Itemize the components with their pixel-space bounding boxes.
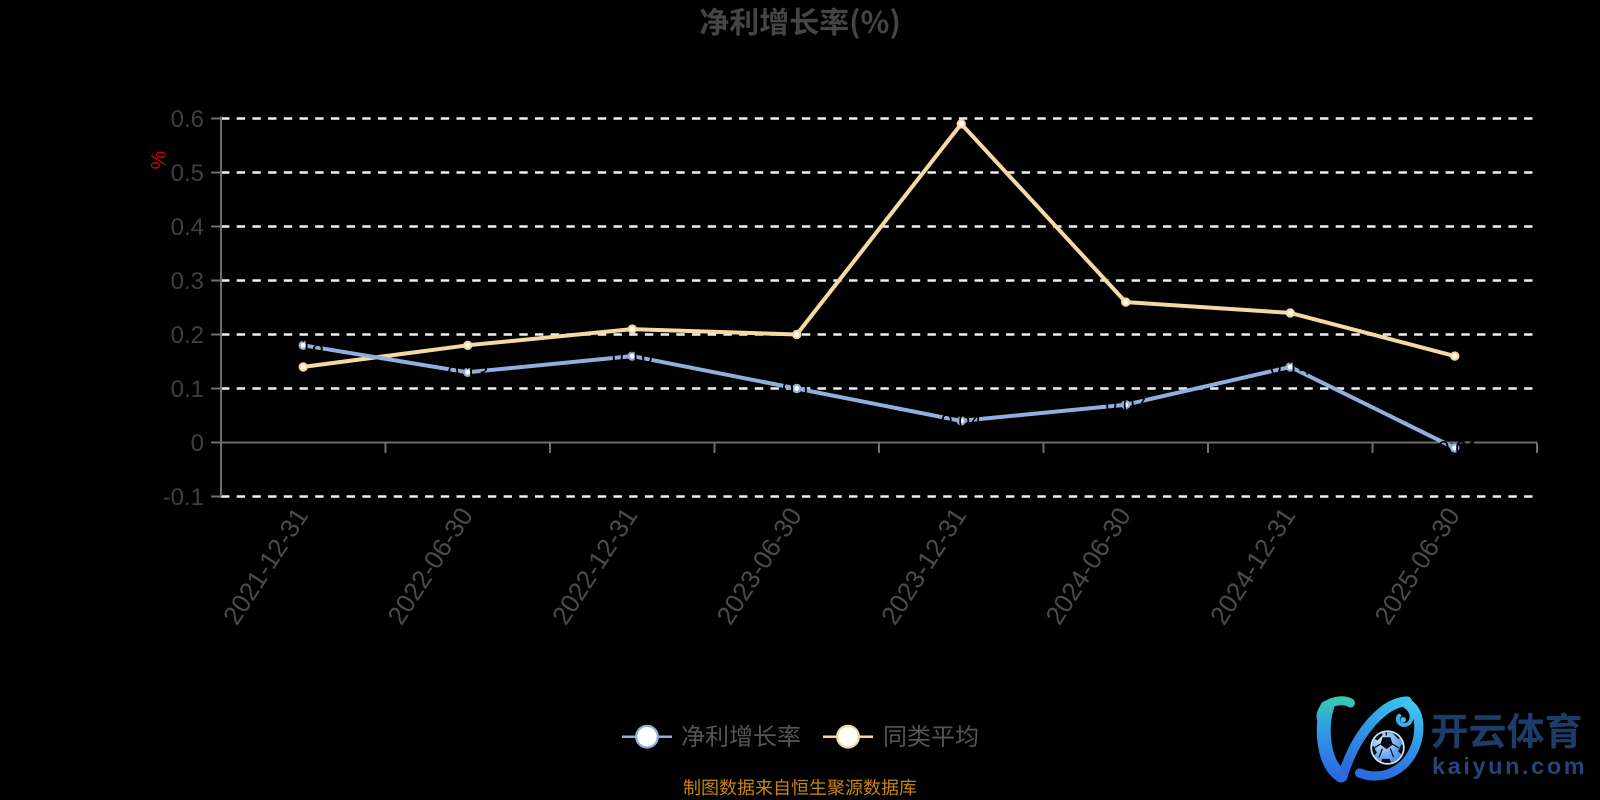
svg-text:0.16: 0.16	[612, 346, 653, 369]
svg-text:0.07: 0.07	[1105, 394, 1146, 417]
svg-text:0.5: 0.5	[171, 160, 204, 187]
svg-text:-0.1: -0.1	[163, 484, 204, 511]
svg-text:0.04: 0.04	[941, 410, 982, 433]
svg-text:0: 0	[191, 430, 204, 457]
svg-text:0.2: 0.2	[171, 322, 204, 349]
svg-text:0.1: 0.1	[171, 376, 204, 403]
svg-text:0.1: 0.1	[782, 378, 811, 401]
svg-text:%: %	[148, 151, 171, 170]
svg-text:0.14: 0.14	[1270, 356, 1311, 379]
svg-text:0.4: 0.4	[171, 214, 204, 241]
svg-text:0.3: 0.3	[171, 268, 204, 295]
svg-text:kaiyun.com: kaiyun.com	[1432, 753, 1587, 779]
svg-text:0.6: 0.6	[171, 106, 204, 133]
svg-text:-0.01: -0.01	[1431, 437, 1479, 460]
svg-text:0.18: 0.18	[283, 335, 324, 358]
svg-text:0.13: 0.13	[447, 362, 488, 385]
